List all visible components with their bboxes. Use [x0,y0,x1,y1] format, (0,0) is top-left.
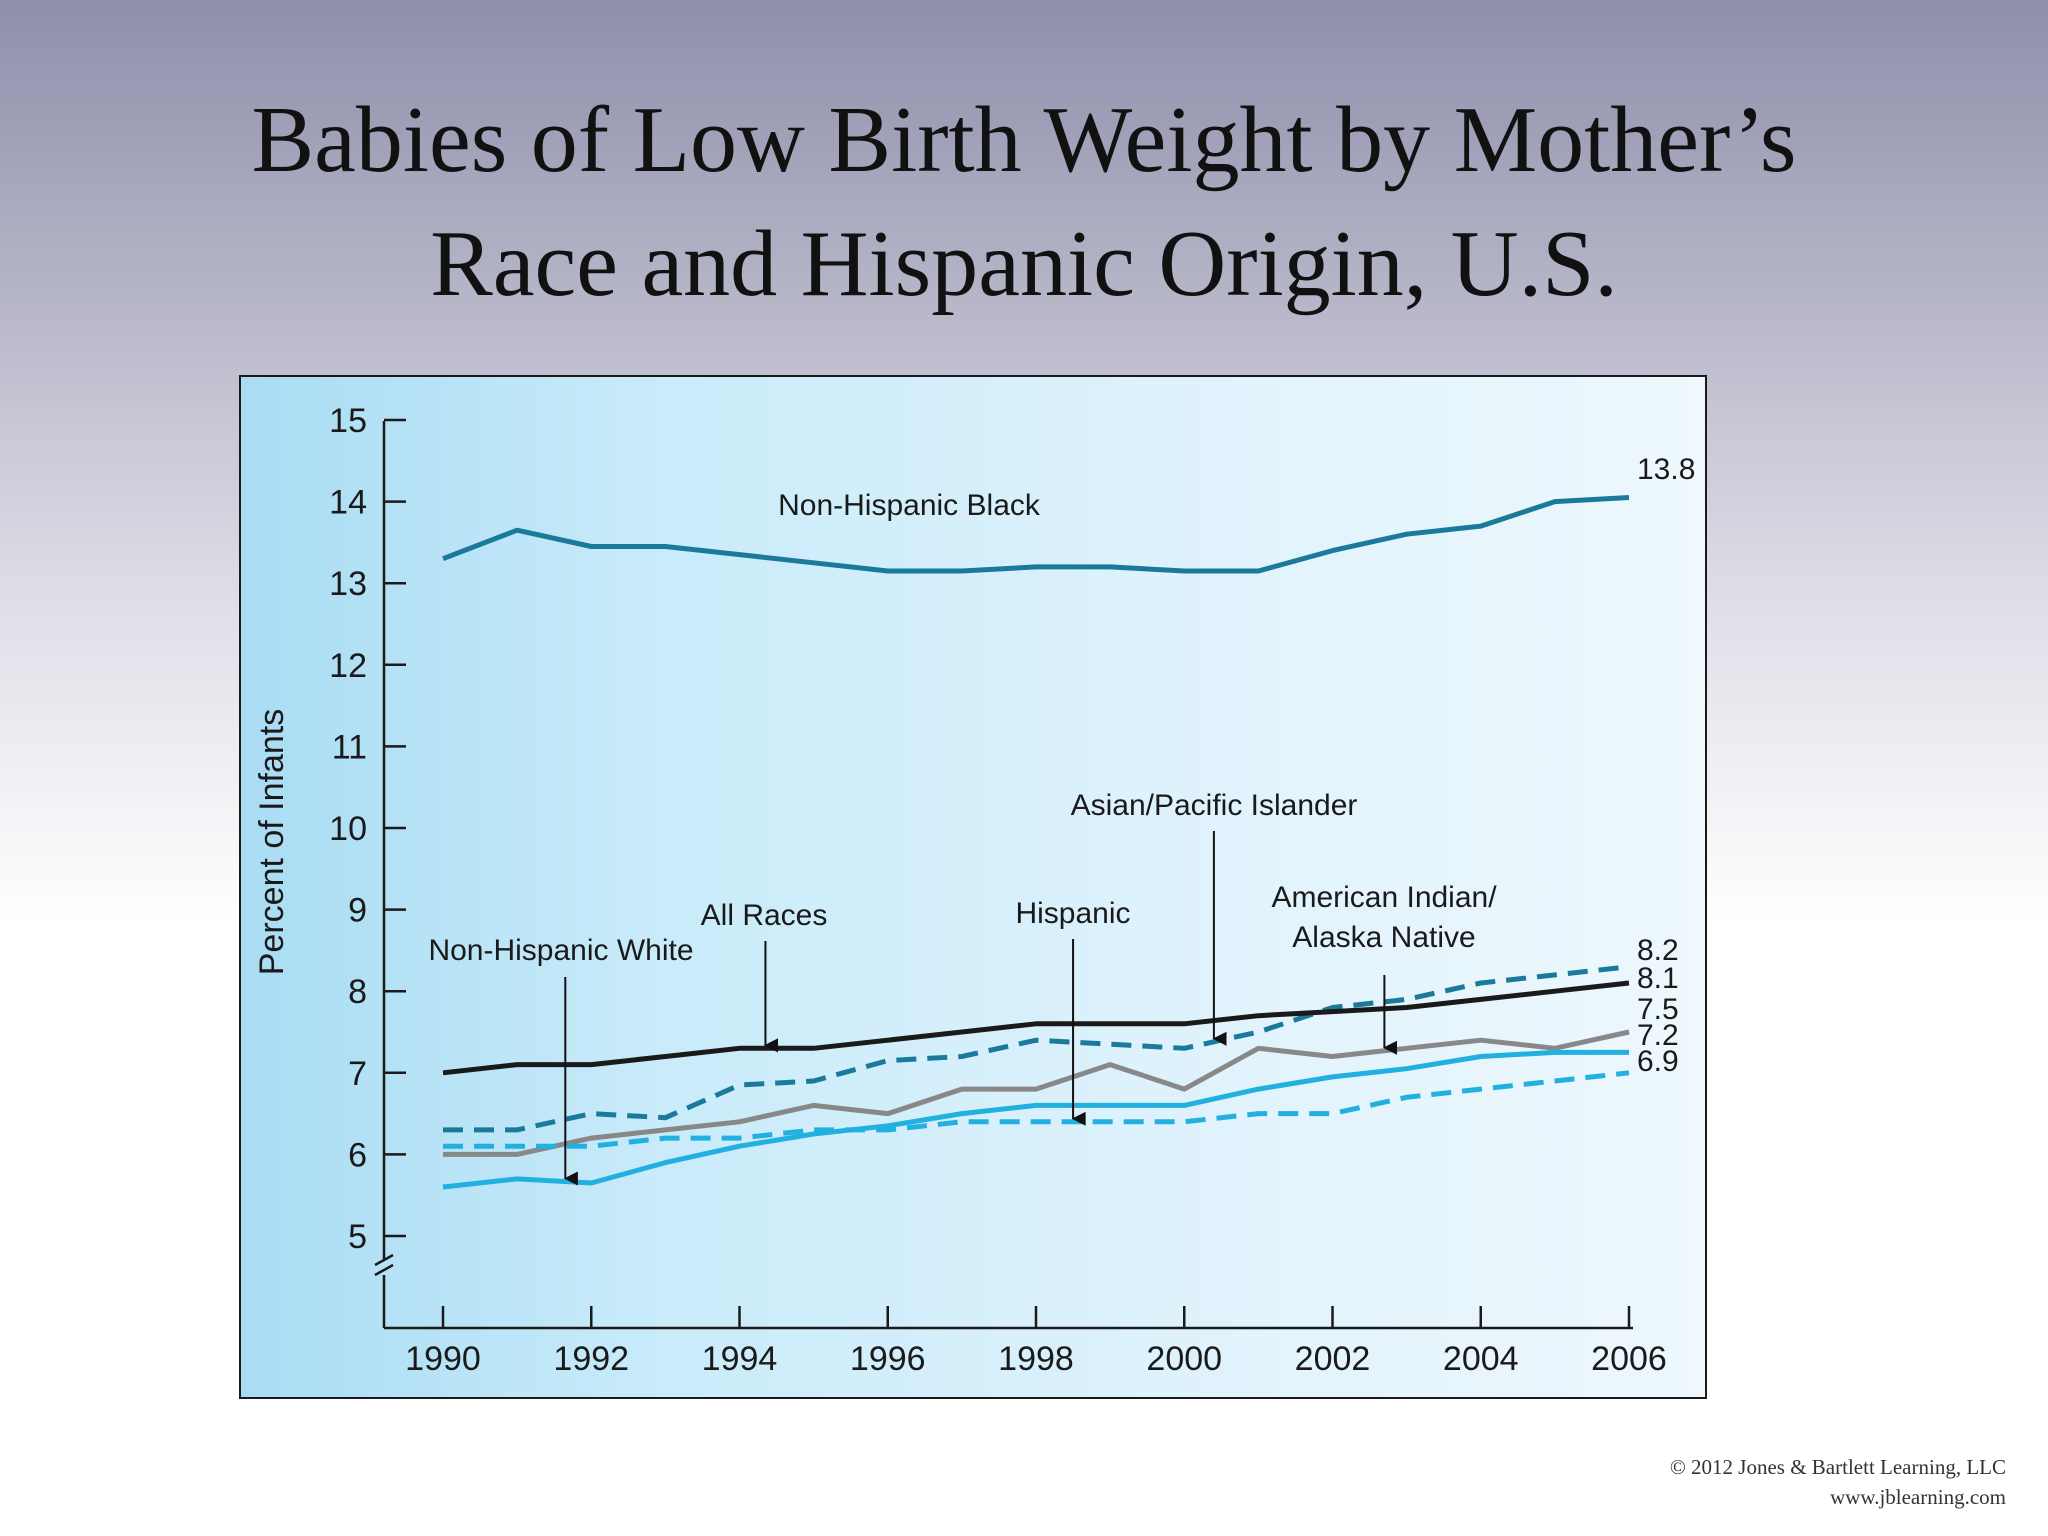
slide-title-line-2: Race and Hispanic Origin, U.S. [430,212,1618,316]
y-tick-label: 15 [329,402,367,440]
y-tick-label: 7 [348,1055,367,1093]
x-tick-label: 1992 [553,1340,629,1378]
end-value-label-asian-pacific-islander: 8.2 [1637,934,1679,967]
slide-title-line-1: Babies of Low Birth Weight by Mother’s [251,88,1797,192]
y-tick-label: 8 [348,973,367,1011]
series-line-hispanic [443,1070,1630,1149]
series-label-all-races: All Races [701,899,828,932]
series-label-non-hispanic-black: Non-Hispanic Black [778,489,1041,522]
y-tick-label: 14 [329,484,367,522]
y-tick-label: 9 [348,892,367,930]
end-value-label-american-indian-alaska-native: 7.5 [1637,993,1679,1026]
x-tick-label: 1994 [702,1340,778,1378]
series-label-hispanic: Hispanic [1015,897,1130,930]
series-line-all-races [442,980,1630,1076]
x-tick-label: 2004 [1443,1340,1519,1378]
series-line-non-hispanic-black [442,495,1630,574]
x-tick-label: 1996 [850,1340,926,1378]
series-line-asian-pacific-islander [443,964,1630,1133]
series-label-non-hispanic-white: Non-Hispanic White [428,934,693,967]
x-tick-label: 2006 [1591,1340,1667,1378]
series-label-asian-pacific-islander: Asian/Pacific Islander [1071,789,1358,822]
series-label-american-indian-alaska-native: Alaska Native [1292,921,1475,954]
y-tick-label: 12 [329,647,367,685]
chart-panel: Percent of Infants 5 6 7 8 9 10 11 12 13 14 15 1990… [239,375,1707,1399]
publisher-url: www.jblearning.com [1830,1485,2006,1509]
x-tick-label: 1998 [998,1340,1074,1378]
x-tick-label: 2002 [1295,1340,1371,1378]
end-value-label-hispanic: 6.9 [1637,1045,1679,1078]
y-tick-label: 6 [348,1136,367,1174]
series-line-american-indian-alaska-native [443,1029,1630,1157]
x-tick-label: 1990 [405,1340,481,1378]
series-label-american-indian-alaska-native: American Indian/ [1271,881,1497,914]
end-value-label-non-hispanic-black: 13.8 [1637,453,1695,486]
end-value-label-all-races: 8.1 [1637,962,1679,995]
y-tick-label: 5 [348,1218,367,1256]
y-tick-label: 10 [329,810,367,848]
line-chart: Percent of Infants 5 6 7 8 9 10 11 12 13 14 15 1990… [253,402,1695,1378]
slide-title: Babies of Low Birth Weight by Mother’s R… [0,78,2048,326]
axis-break-mark [374,1263,394,1277]
series-line-non-hispanic-white [442,1049,1629,1190]
y-tick-label: 11 [332,728,367,766]
x-tick-label: 2000 [1146,1340,1222,1378]
copyright-footer: © 2012 Jones & Bartlett Learning, LLC ww… [1670,1452,2006,1512]
y-tick-label: 13 [329,565,367,603]
y-axis-label: Percent of Infants [253,709,291,976]
copyright-text: © 2012 Jones & Bartlett Learning, LLC [1669,1455,2006,1479]
end-value-label-non-hispanic-white: 7.2 [1637,1019,1679,1052]
axis-break-mark [374,1253,394,1267]
